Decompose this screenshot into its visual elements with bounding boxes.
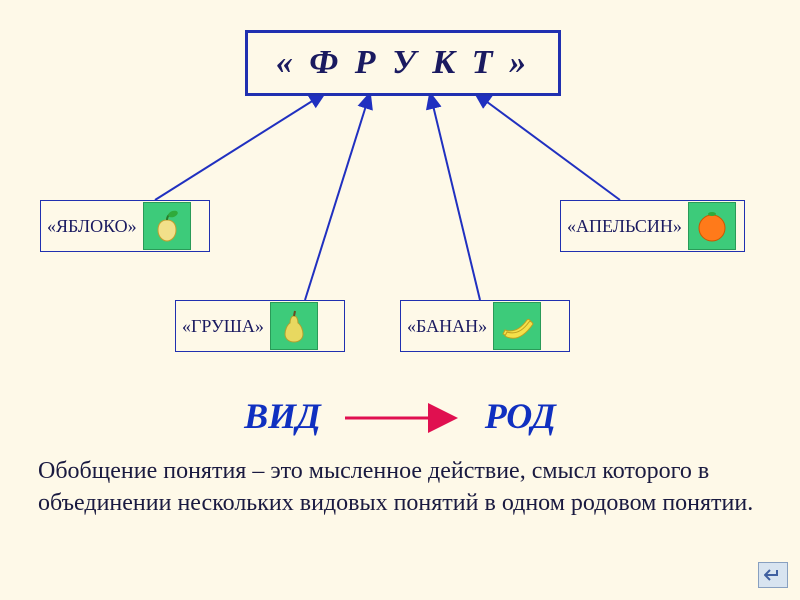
- child-box-orange: «АПЕЛЬСИН»: [560, 200, 745, 252]
- edge-apple: [155, 93, 325, 200]
- relation-right-label: РОД: [485, 395, 556, 437]
- root-concept-box: « Ф Р У К Т »: [245, 30, 561, 96]
- edge-orange: [475, 93, 620, 200]
- edge-banana: [430, 93, 480, 300]
- pear-icon: [270, 302, 318, 350]
- child-box-pear: «ГРУША»: [175, 300, 345, 352]
- relation-left-label: ВИД: [244, 395, 321, 437]
- child-label-banana: «БАНАН»: [407, 316, 487, 337]
- return-button[interactable]: [758, 562, 788, 588]
- orange-icon: [688, 202, 736, 250]
- definition-text: Обобщение понятия – это мысленное действ…: [38, 455, 758, 520]
- apple-icon: [143, 202, 191, 250]
- child-label-pear: «ГРУША»: [182, 316, 264, 337]
- relation-row: ВИД РОД: [0, 395, 800, 437]
- child-box-banana: «БАНАН»: [400, 300, 570, 352]
- return-arrow-icon: [764, 568, 782, 582]
- edge-pear: [305, 93, 370, 300]
- child-label-orange: «АПЕЛЬСИН»: [567, 216, 682, 237]
- root-concept-label: « Ф Р У К Т »: [276, 44, 530, 82]
- child-box-apple: «ЯБЛОКО»: [40, 200, 210, 252]
- child-label-apple: «ЯБЛОКО»: [47, 216, 137, 237]
- banana-icon: [493, 302, 541, 350]
